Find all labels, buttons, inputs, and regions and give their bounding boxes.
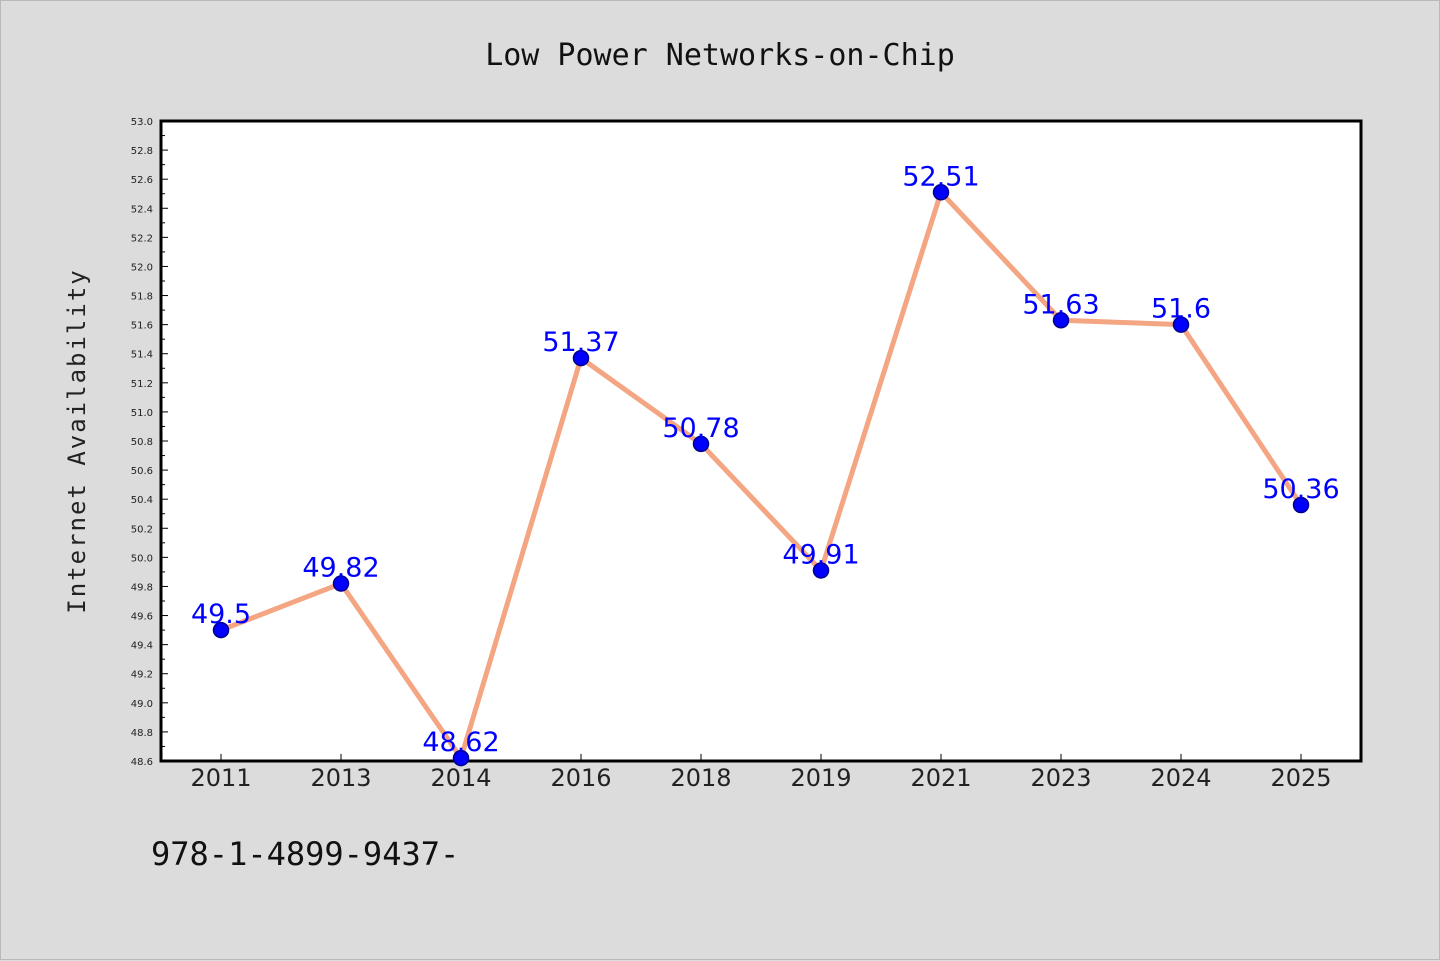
- x-tick-label: 2021: [910, 764, 971, 792]
- series-group: 49.5 49.82 48.62 51.37 50.78 49.91 52.51 51.63 5…: [191, 161, 1340, 767]
- y-tick-label: 52.8: [131, 146, 153, 157]
- y-tick-label: 50.0: [131, 553, 153, 564]
- y-tick-label: 49.0: [131, 699, 153, 710]
- y-tick-label: 51.0: [131, 408, 153, 419]
- y-tick-label: 49.6: [131, 612, 153, 623]
- y-tick-label: 48.6: [131, 757, 153, 768]
- data-label: 52.51: [902, 161, 979, 192]
- y-tick-label: 51.8: [131, 292, 153, 303]
- y-tick-label: 48.8: [131, 728, 153, 739]
- data-point: [572, 349, 590, 367]
- data-label: 49.5: [191, 599, 251, 630]
- y-tick-label: 50.4: [131, 495, 153, 506]
- y-tick-label: 52.4: [131, 204, 153, 215]
- x-tick-label: 2016: [550, 764, 611, 792]
- x-tick-label: 2019: [790, 764, 851, 792]
- x-tick-label: 2025: [1270, 764, 1331, 792]
- footer-isbn: 978-1-4899-9437-: [151, 835, 459, 873]
- y-axis: 48.6 48.8 49.0 49.2 49.4 49.6 49.8 50.0 50.2 50.4…: [131, 117, 168, 768]
- y-tick-label: 51.6: [131, 321, 153, 332]
- data-label: 50.78: [662, 413, 739, 444]
- y-tick-label: 52.2: [131, 233, 153, 244]
- x-axis: 2011 2013 2014 2016 2018 2019 2021 2023 2024 2025: [190, 754, 1332, 792]
- x-tick-label: 2023: [1030, 764, 1091, 792]
- data-label: 51.37: [542, 327, 619, 358]
- plot-area: [159, 119, 1363, 763]
- data-label: 49.91: [782, 539, 859, 570]
- y-tick-label: 50.6: [131, 466, 153, 477]
- x-tick-label: 2024: [1150, 764, 1211, 792]
- x-tick-label: 2013: [310, 764, 371, 792]
- chart-title: Low Power Networks-on-Chip: [485, 38, 955, 73]
- x-tick-label: 2014: [430, 764, 491, 792]
- y-tick-label: 49.4: [131, 641, 153, 652]
- y-tick-label: 49.8: [131, 582, 153, 593]
- y-tick-label: 51.4: [131, 350, 153, 361]
- data-label: 48.62: [422, 727, 499, 758]
- y-tick-label: 50.2: [131, 524, 153, 535]
- data-label: 51.63: [1022, 289, 1099, 320]
- data-point: [1172, 316, 1190, 333]
- data-point: [1052, 312, 1070, 329]
- data-point: [932, 184, 950, 201]
- data-point: [692, 435, 710, 453]
- series-line: [218, 189, 1304, 761]
- y-tick-label: 49.2: [131, 670, 153, 681]
- y-tick-label: 50.8: [131, 437, 153, 448]
- data-point: [332, 575, 350, 592]
- y-tick-label: 52.6: [131, 175, 153, 186]
- data-point: [452, 749, 470, 767]
- y-tick-label: 53.0: [131, 117, 153, 128]
- y-axis-label: Internet Availability: [63, 268, 91, 613]
- data-label: 50.36: [1262, 474, 1339, 505]
- data-point: [212, 621, 230, 639]
- x-tick-label: 2011: [190, 764, 251, 792]
- data-label: 51.6: [1151, 294, 1211, 325]
- y-tick-label: 52.0: [131, 262, 153, 273]
- data-point: [1292, 496, 1310, 514]
- data-label: 49.82: [302, 553, 379, 584]
- data-point: [812, 562, 830, 579]
- x-tick-label: 2018: [670, 764, 731, 792]
- y-tick-label: 51.2: [131, 379, 153, 390]
